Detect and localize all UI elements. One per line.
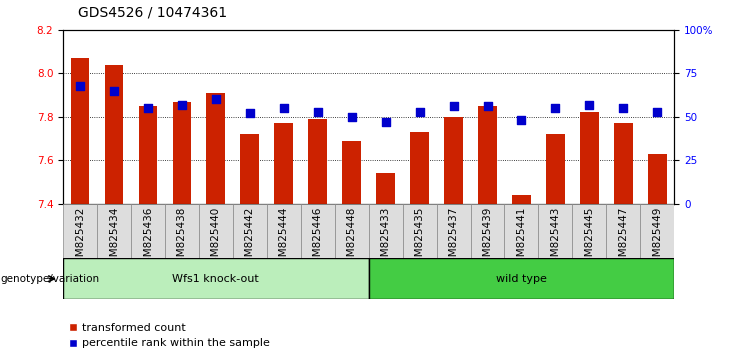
FancyBboxPatch shape [131, 204, 165, 258]
FancyBboxPatch shape [471, 204, 505, 258]
Text: GSM825449: GSM825449 [652, 206, 662, 270]
FancyBboxPatch shape [63, 258, 368, 299]
Bar [478, 106, 497, 204]
Text: GSM825444: GSM825444 [279, 206, 289, 270]
Text: GSM825441: GSM825441 [516, 206, 526, 270]
FancyBboxPatch shape [368, 204, 402, 258]
Text: GSM825447: GSM825447 [619, 206, 628, 270]
FancyBboxPatch shape [436, 204, 471, 258]
Bar [580, 113, 599, 204]
Bar [274, 123, 293, 204]
Point [651, 109, 663, 114]
FancyBboxPatch shape [606, 204, 640, 258]
FancyBboxPatch shape [301, 204, 335, 258]
Text: wild type: wild type [496, 274, 547, 284]
FancyBboxPatch shape [335, 204, 368, 258]
Text: GSM825432: GSM825432 [75, 206, 85, 270]
Text: GSM825437: GSM825437 [448, 206, 459, 270]
FancyBboxPatch shape [539, 204, 572, 258]
Text: GSM825442: GSM825442 [245, 206, 255, 270]
Bar [104, 65, 123, 204]
Text: GSM825446: GSM825446 [313, 206, 322, 270]
Bar [70, 58, 90, 204]
Bar [546, 134, 565, 204]
Bar [648, 154, 667, 204]
Bar [207, 93, 225, 204]
Text: GSM825440: GSM825440 [211, 206, 221, 269]
Legend: transformed count, percentile rank within the sample: transformed count, percentile rank withi… [68, 323, 270, 348]
Text: GSM825435: GSM825435 [415, 206, 425, 270]
FancyBboxPatch shape [165, 204, 199, 258]
Point [312, 109, 324, 114]
Point [516, 118, 528, 123]
Text: GSM825434: GSM825434 [109, 206, 119, 270]
Point [550, 105, 562, 111]
Bar [411, 132, 429, 204]
Point [108, 88, 120, 93]
FancyBboxPatch shape [63, 204, 97, 258]
FancyBboxPatch shape [572, 204, 606, 258]
FancyBboxPatch shape [233, 204, 267, 258]
Text: GSM825439: GSM825439 [482, 206, 493, 270]
FancyBboxPatch shape [199, 204, 233, 258]
FancyBboxPatch shape [97, 204, 131, 258]
Text: Wfs1 knock-out: Wfs1 knock-out [173, 274, 259, 284]
Bar [512, 195, 531, 204]
Point [379, 119, 391, 125]
FancyBboxPatch shape [505, 204, 539, 258]
Text: GSM825443: GSM825443 [551, 206, 560, 270]
Point [448, 104, 459, 109]
Bar [444, 117, 463, 204]
Text: GSM825436: GSM825436 [143, 206, 153, 270]
Bar [173, 102, 191, 204]
Text: GSM825433: GSM825433 [381, 206, 391, 270]
Point [583, 102, 595, 108]
Text: GSM825438: GSM825438 [177, 206, 187, 270]
Point [74, 83, 86, 88]
Point [244, 110, 256, 116]
FancyBboxPatch shape [267, 204, 301, 258]
FancyBboxPatch shape [402, 204, 436, 258]
Bar [614, 123, 633, 204]
Text: GDS4526 / 10474361: GDS4526 / 10474361 [78, 5, 227, 19]
Text: GSM825445: GSM825445 [585, 206, 594, 270]
Point [482, 104, 494, 109]
Bar [240, 134, 259, 204]
Text: GSM825448: GSM825448 [347, 206, 356, 270]
Point [176, 102, 187, 108]
Point [142, 105, 154, 111]
Bar [342, 141, 361, 204]
FancyBboxPatch shape [368, 258, 674, 299]
Point [210, 97, 222, 102]
Point [278, 105, 290, 111]
Point [413, 109, 425, 114]
Bar [376, 173, 395, 204]
Point [617, 105, 629, 111]
Bar [139, 106, 157, 204]
Text: genotype/variation: genotype/variation [1, 274, 100, 284]
FancyBboxPatch shape [640, 204, 674, 258]
Point [346, 114, 358, 120]
Bar [308, 119, 327, 204]
